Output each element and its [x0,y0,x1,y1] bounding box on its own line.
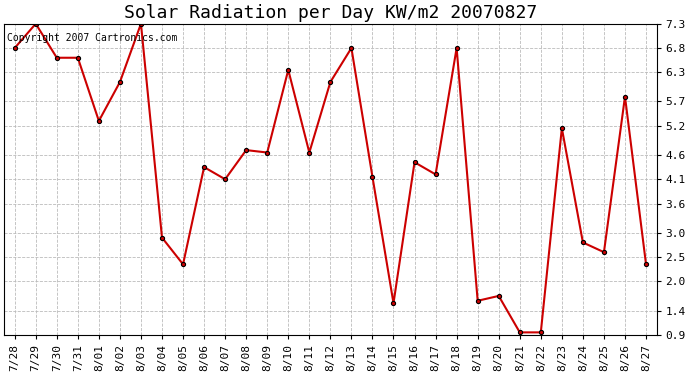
Text: Copyright 2007 Cartronics.com: Copyright 2007 Cartronics.com [8,33,178,43]
Title: Solar Radiation per Day KW/m2 20070827: Solar Radiation per Day KW/m2 20070827 [124,4,537,22]
